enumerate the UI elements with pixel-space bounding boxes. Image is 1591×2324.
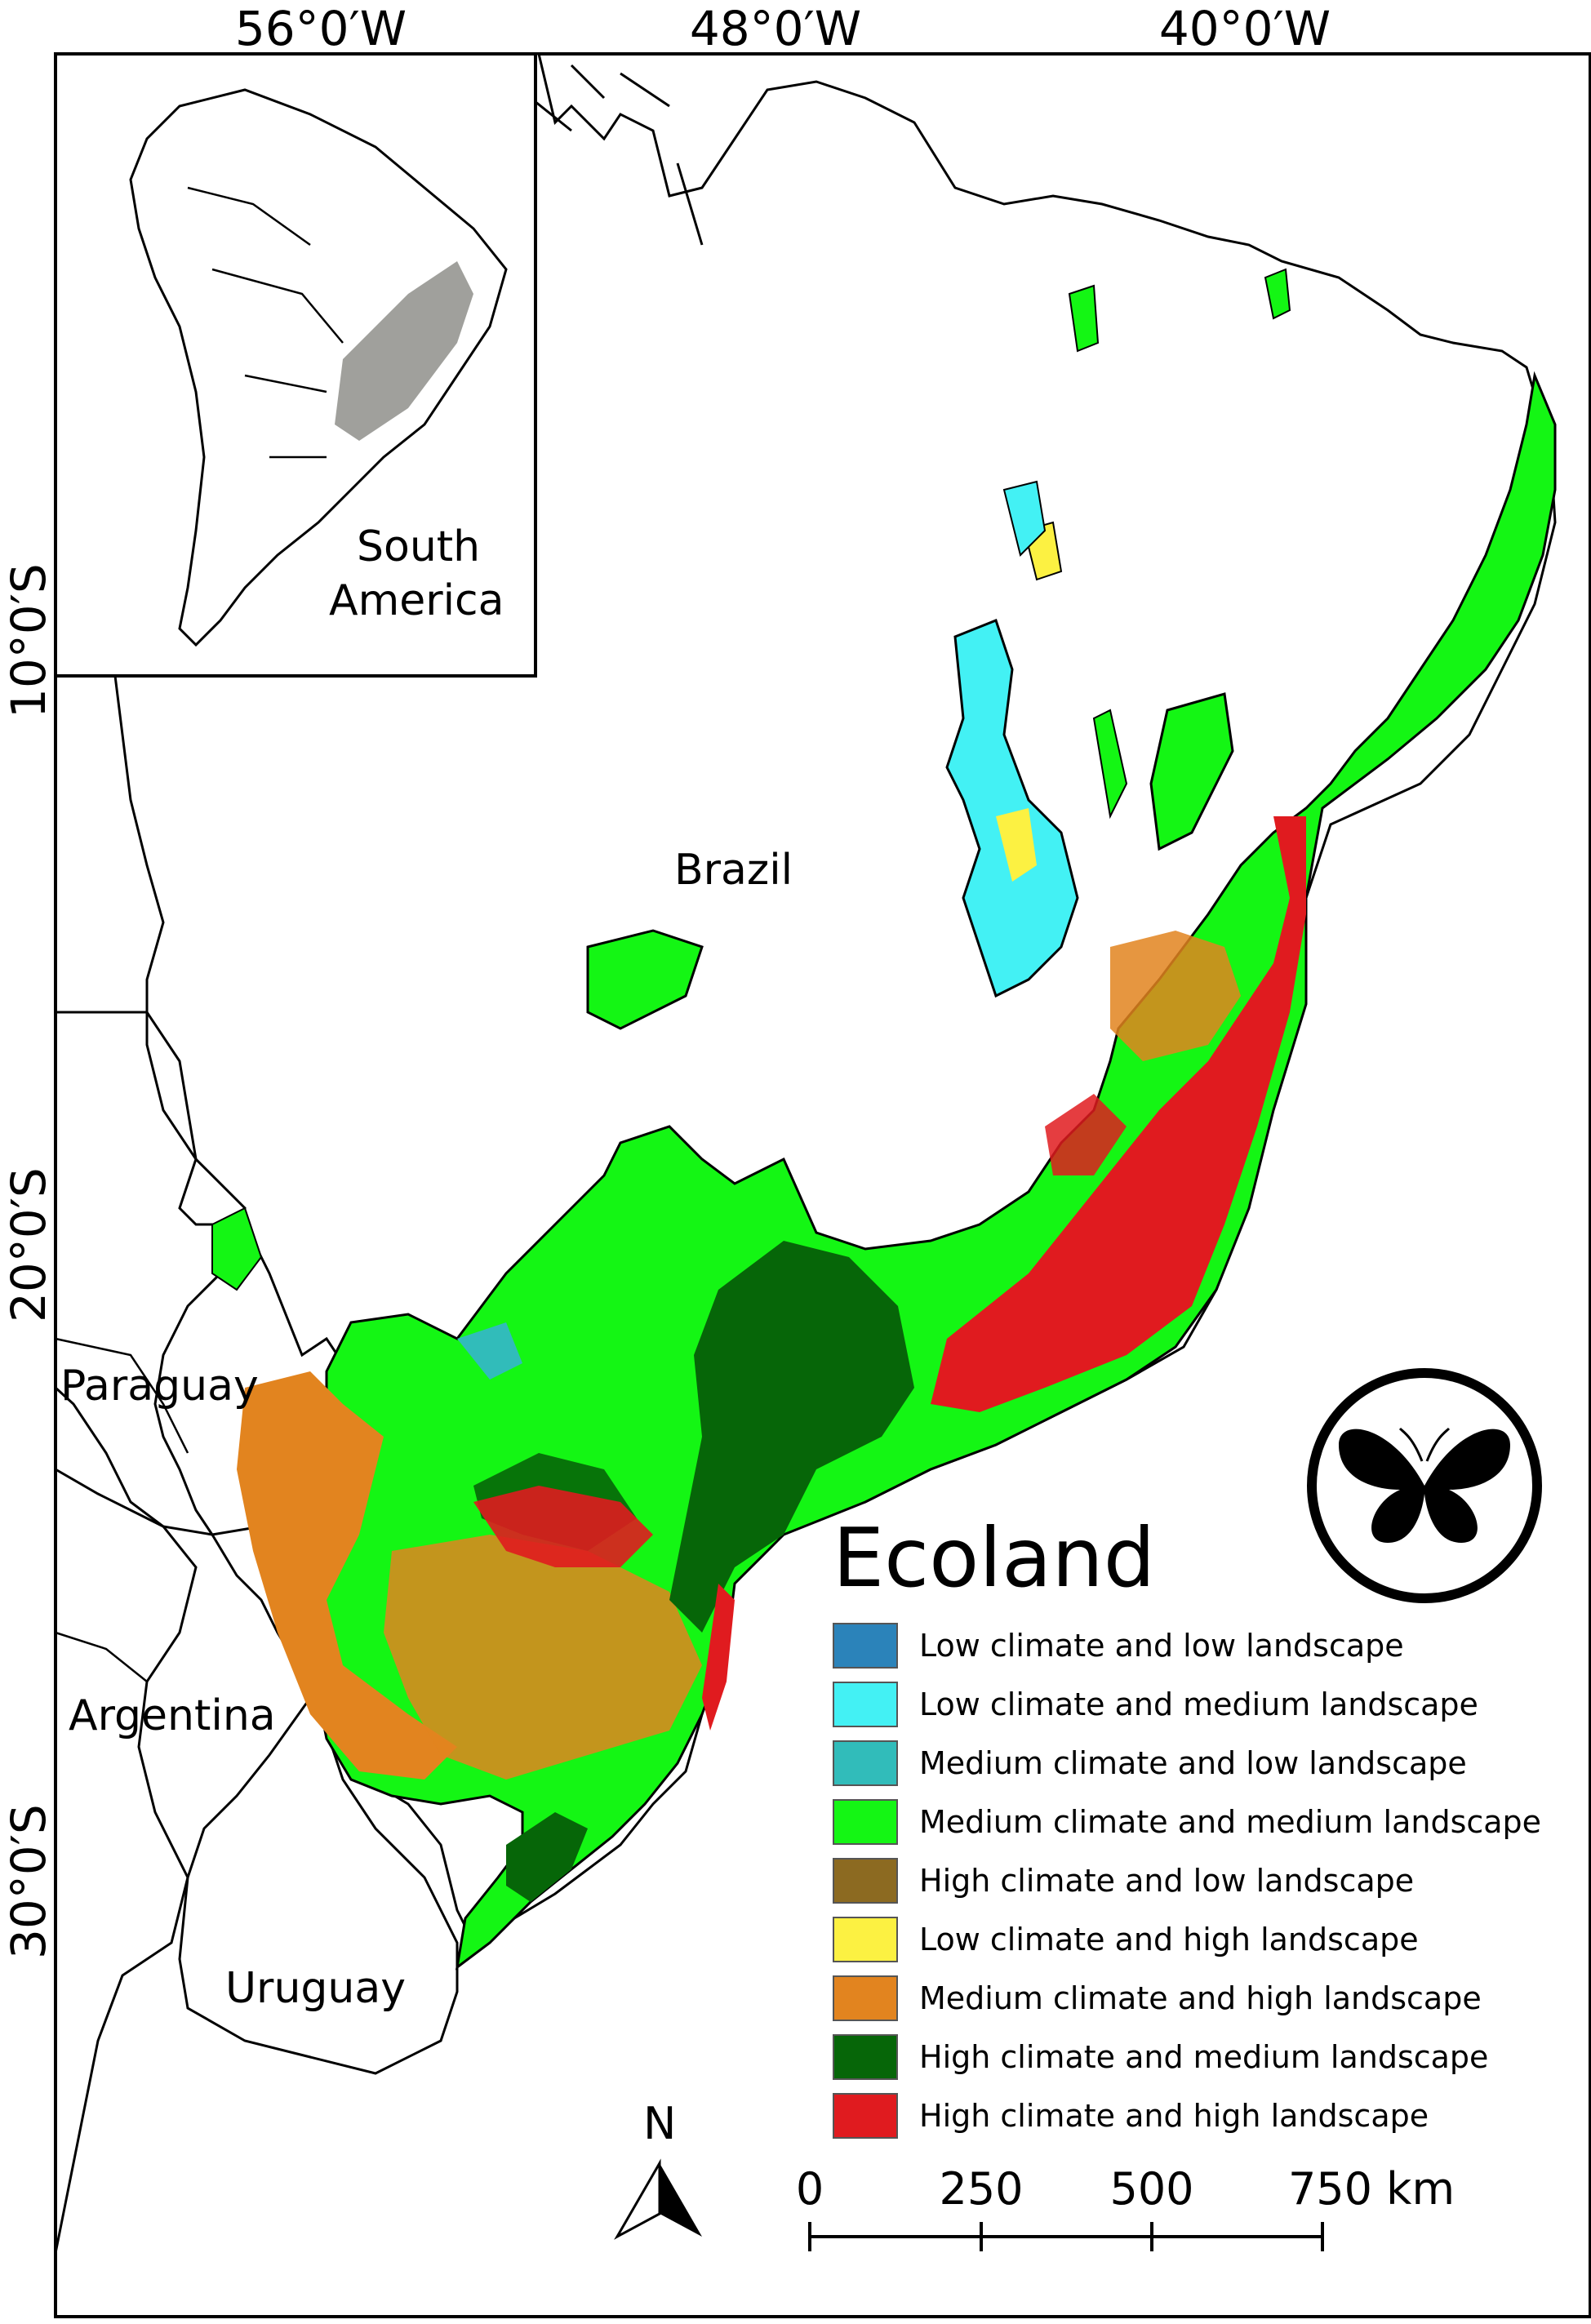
- butterfly-icon: [1339, 1427, 1510, 1543]
- country-label-argentina: Argentina: [69, 1691, 276, 1740]
- legend-swatch: [833, 1740, 898, 1786]
- ecoland-orange-south: [384, 1535, 702, 1780]
- uruguay-border: [178, 1695, 459, 2075]
- legend-swatch: [833, 1975, 898, 2021]
- ecoland-green-ne-strip: [1092, 709, 1128, 820]
- ecoland-red-south: [702, 1584, 735, 1731]
- legend-label: High climate and high landscape: [919, 2098, 1429, 2134]
- legend-item: Medium climate and low landscape: [833, 1734, 1541, 1793]
- legend-item: High climate and high landscape: [833, 2086, 1541, 2145]
- legend-swatch: [833, 1682, 898, 1727]
- ecoland-darkgreen-central: [669, 1241, 914, 1633]
- legend-swatch: [833, 2093, 898, 2139]
- legend-swatch: [833, 1799, 898, 1845]
- legend-label: Low climate and low landscape: [919, 1628, 1404, 1664]
- legend-item: High climate and medium landscape: [833, 2028, 1541, 2086]
- ecoland-orange-north: [1110, 931, 1241, 1061]
- legend-item: Low climate and high landscape: [833, 1910, 1541, 1969]
- legend-item: High climate and low landscape: [833, 1851, 1541, 1910]
- country-label-brazil: Brazil: [674, 846, 793, 895]
- scale-tick-label: 0: [795, 2163, 824, 2215]
- ecoland-green-central-island: [586, 929, 704, 1030]
- inset-label-line2: America: [329, 576, 504, 625]
- scale-tick-label: 500: [1109, 2163, 1194, 2215]
- legend-label: Medium climate and medium landscape: [919, 1804, 1542, 1840]
- ecoland-red-coast: [931, 816, 1306, 1412]
- longitude-label: 40°0′W: [1158, 1, 1331, 56]
- legend-label: Low climate and medium landscape: [919, 1686, 1478, 1722]
- legend-swatch: [833, 2034, 898, 2080]
- scale-tick-label: 250: [939, 2163, 1024, 2215]
- scale-tick-label: 750 km: [1287, 2163, 1455, 2215]
- legend-label: High climate and medium landscape: [919, 2039, 1489, 2075]
- legend-swatch: [833, 1917, 898, 1962]
- ecoland-teal-patch: [457, 1322, 522, 1380]
- north-label: N: [643, 2098, 677, 2149]
- longitude-label: 56°0′W: [234, 1, 407, 56]
- ecoland-red-north: [1045, 1094, 1127, 1175]
- legend-label: Low climate and high landscape: [919, 1922, 1419, 1957]
- ecoland-yellow-patch: [996, 808, 1037, 882]
- legend: Low climate and low landscape Low climat…: [833, 1616, 1541, 2145]
- ecoland-green-islet-2: [1264, 268, 1291, 320]
- country-label-uruguay: Uruguay: [225, 1964, 406, 2013]
- ecoland-region: [211, 268, 1557, 1971]
- ecoland-cyan-north: [1002, 480, 1047, 557]
- legend-item: Medium climate and high landscape: [833, 1969, 1541, 2028]
- coastline-detail: [530, 64, 704, 246]
- ecoland-green-islet-1: [1068, 284, 1100, 353]
- legend-swatch: [833, 1623, 898, 1669]
- legend-label: High climate and low landscape: [919, 1863, 1415, 1899]
- ecoland-green-ne-island: [1149, 692, 1234, 851]
- south-america-outline: [129, 88, 508, 647]
- north-arrow-icon: [614, 2158, 702, 2240]
- inset-borders: [187, 186, 344, 459]
- logo-badge: [1307, 1368, 1542, 1603]
- argentina-border: [54, 1468, 198, 2254]
- ecoland-green-paraguay: [211, 1206, 263, 1291]
- inset-label-line1: South: [357, 522, 481, 571]
- legend-item: Medium climate and medium landscape: [833, 1793, 1541, 1851]
- latitude-label: 10°0′S: [1, 563, 56, 718]
- legend-title: Ecoland: [833, 1510, 1156, 1606]
- legend-label: Medium climate and high landscape: [919, 1980, 1482, 2016]
- legend-item: Low climate and low landscape: [833, 1616, 1541, 1675]
- ecoland-orange-west: [237, 1371, 457, 1780]
- scale-bar: [808, 2222, 1324, 2251]
- argentina-interior: [55, 1337, 189, 1682]
- legend-swatch: [833, 1858, 898, 1904]
- latitude-label: 20°0′S: [1, 1167, 56, 1322]
- ecoland-cyan-enclave: [945, 619, 1079, 998]
- longitude-label: 48°0′W: [689, 1, 862, 56]
- inset-atlantic-forest: [335, 261, 473, 441]
- ecoland-red-inland: [473, 1486, 653, 1567]
- latitude-label: 30°0′S: [1, 1804, 56, 1959]
- legend-item: Low climate and medium landscape: [833, 1675, 1541, 1734]
- country-label-paraguay: Paraguay: [60, 1362, 259, 1411]
- ecoland-darkgreen-south: [506, 1812, 588, 1902]
- legend-label: Medium climate and low landscape: [919, 1745, 1467, 1781]
